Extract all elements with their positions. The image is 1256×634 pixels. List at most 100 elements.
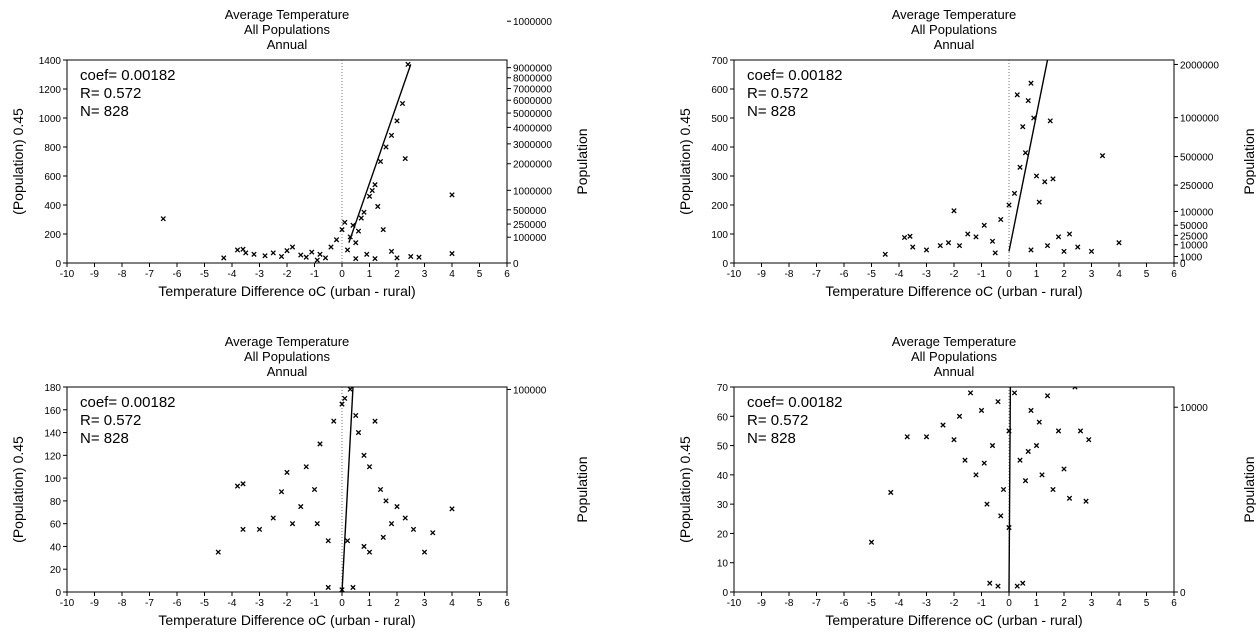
data-point (1083, 498, 1089, 504)
data-point (1033, 442, 1040, 449)
x-tick-label: -8 (118, 269, 127, 280)
data-point (342, 219, 348, 226)
data-point (1014, 92, 1020, 98)
x-tick-label: 5 (1144, 269, 1150, 280)
x-tick-label: 6 (1171, 598, 1177, 609)
data-point (978, 407, 985, 414)
data-point (383, 498, 389, 504)
data-point (399, 100, 406, 107)
data-point (234, 247, 241, 253)
x-tick-label: -4 (895, 269, 904, 280)
data-point (984, 501, 990, 507)
data-point (284, 248, 290, 254)
data-point (1006, 202, 1012, 208)
x-tick-label: 6 (504, 269, 510, 280)
data-point (380, 226, 386, 233)
x-tick-label: 1 (367, 269, 373, 280)
y2-tick-label: 500000 (513, 206, 547, 217)
x-tick-label: -3 (255, 269, 264, 280)
data-point (430, 530, 436, 536)
chart-title-line: All Populations (911, 22, 997, 37)
y-tick-label: 0 (55, 588, 61, 599)
y2-tick-label: 9000000 (513, 64, 552, 75)
stat-annotation: N= 828 (747, 103, 796, 120)
data-layer (868, 387, 1092, 592)
data-point (372, 255, 378, 262)
data-point (1066, 495, 1073, 501)
data-point (901, 234, 908, 241)
data-point (303, 464, 309, 470)
data-point (995, 583, 1001, 589)
data-point (353, 240, 359, 246)
data-point (1047, 118, 1053, 124)
x-tick-label: 3 (422, 598, 428, 609)
y-tick-label: 0 (55, 259, 61, 270)
data-point (333, 237, 340, 243)
x-tick-label: -5 (200, 269, 209, 280)
chart-title-line: Average Temperature (225, 7, 350, 22)
x-tick-label: 2 (394, 269, 400, 280)
y-tick-label: 400 (711, 143, 728, 154)
y-tick-label: 800 (44, 143, 61, 154)
y2-tick-label: 4000000 (513, 123, 552, 134)
x-tick-label: -7 (812, 269, 821, 280)
y-axis-label: (Population) 0.45 (677, 436, 693, 543)
data-point (317, 251, 323, 257)
regression-line (1008, 387, 1012, 592)
y-tick-label: 160 (44, 406, 61, 417)
data-point (284, 469, 290, 476)
data-point (882, 251, 888, 257)
stat-annotation: coef= 0.00182 (80, 67, 176, 84)
data-point (344, 538, 351, 544)
data-point (967, 390, 974, 396)
data-point (347, 387, 353, 392)
stat-annotation: coef= 0.00182 (747, 394, 843, 411)
x-tick-label: -5 (867, 269, 876, 280)
data-point (240, 526, 246, 533)
y-tick-label: 0 (722, 588, 728, 599)
chart-title-line: All Populations (911, 349, 997, 364)
data-point (344, 247, 351, 253)
y-tick-label: 300 (711, 172, 728, 183)
y-tick-label: 20 (717, 529, 729, 540)
data-point (234, 483, 241, 489)
x-tick-label: -1 (310, 269, 319, 280)
regression-line (341, 387, 354, 592)
data-point (1020, 580, 1026, 586)
data-point (1050, 486, 1056, 493)
data-point (375, 203, 381, 210)
data-point (945, 240, 952, 246)
y-tick-label: 30 (717, 500, 729, 511)
data-point (388, 132, 395, 139)
data-point (989, 238, 996, 244)
y-tick-label: 500 (711, 114, 728, 125)
chart-title-line: Average Temperature (892, 334, 1017, 349)
data-point (951, 437, 957, 443)
x-tick-label: -3 (922, 269, 931, 280)
y-tick-label: 40 (50, 542, 62, 553)
data-point (449, 192, 455, 198)
y2-tick-label: 6000000 (513, 96, 552, 107)
data-point (1022, 478, 1029, 484)
y2-tick-label: 2000000 (1180, 60, 1219, 71)
data-point (366, 549, 373, 555)
data-point (1044, 393, 1051, 399)
data-point (256, 526, 263, 533)
regression-line (348, 64, 412, 243)
data-point (1061, 248, 1067, 255)
x-tick-label: 2 (394, 598, 400, 609)
x-tick-label: -10 (727, 269, 742, 280)
x-tick-label: -8 (785, 269, 794, 280)
data-point (361, 452, 367, 458)
data-point (1099, 153, 1106, 159)
y-tick-label: 600 (44, 172, 61, 183)
y2-tick-label: 0 (1180, 588, 1186, 599)
y2-axis-label: Population (1241, 128, 1256, 194)
y2-tick-label: 250000 (1180, 181, 1214, 192)
data-point (981, 222, 987, 228)
stat-annotation: N= 828 (747, 430, 796, 447)
y2-tick-label: 7000000 (513, 85, 552, 96)
x-tick-label: -7 (145, 598, 154, 609)
data-layer (882, 60, 1122, 257)
